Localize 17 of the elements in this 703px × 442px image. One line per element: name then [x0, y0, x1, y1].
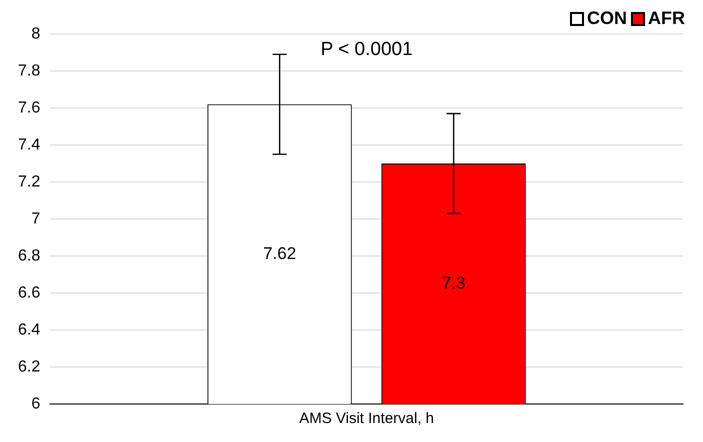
- legend-label: AFR: [648, 8, 685, 29]
- y-tick-label: 6.4: [18, 321, 40, 338]
- y-tick-label: 7: [31, 210, 40, 228]
- y-tick-label: 6.8: [18, 247, 40, 264]
- y-tick-label: 6: [31, 395, 40, 412]
- data-label: 7.62: [263, 244, 296, 263]
- text: CON: [587, 8, 627, 29]
- y-tick-label: 7.8: [18, 62, 40, 80]
- y-tick-label: 7.6: [18, 99, 40, 116]
- y-tick-label: 6.2: [18, 358, 40, 376]
- y-tick-label: 7.4: [18, 136, 40, 154]
- x-tick-label: AMS Visit Interval, h: [299, 410, 434, 428]
- annotation: P < 0.0001: [320, 39, 413, 60]
- y-tick-label: 8: [31, 25, 40, 42]
- y-tick-label: 7.2: [18, 173, 40, 190]
- data-label: 7.3: [442, 273, 466, 292]
- y-tick-label: 6.6: [18, 284, 40, 302]
